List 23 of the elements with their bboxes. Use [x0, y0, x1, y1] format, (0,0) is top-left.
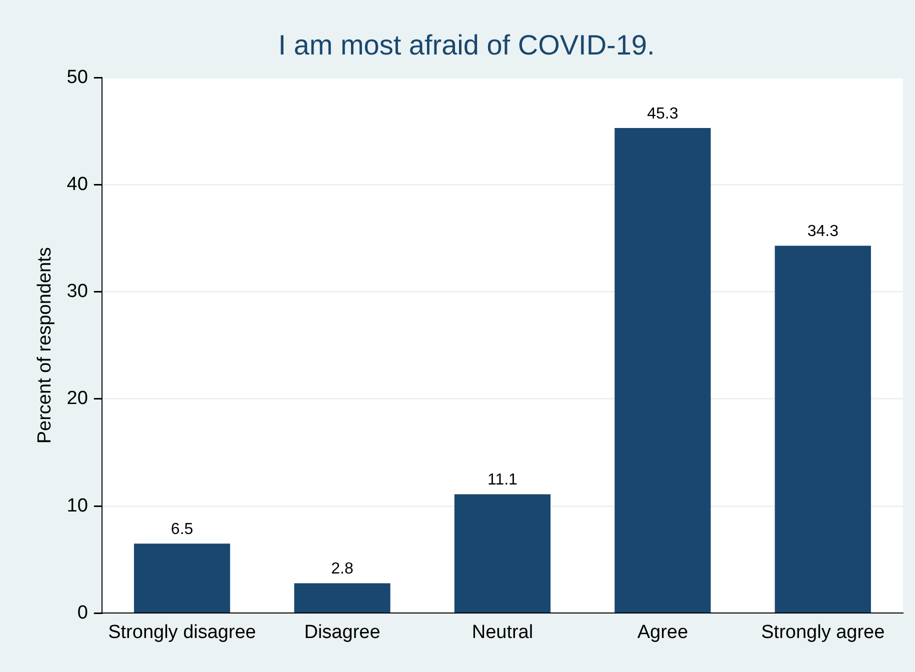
bar	[454, 494, 551, 612]
y-tick-label: 40	[66, 174, 88, 195]
bar	[294, 583, 390, 612]
chart-title: I am most afraid of COVID-19.	[278, 30, 655, 61]
y-tick-label: 50	[66, 66, 88, 88]
x-tick-label: Strongly disagree	[108, 622, 256, 643]
data-label: 34.3	[807, 223, 839, 240]
bar	[134, 544, 230, 612]
data-label: 45.3	[647, 105, 678, 122]
y-axis-title: Percent of respondents	[34, 247, 56, 444]
y-tick-label: 10	[66, 495, 88, 516]
bar	[614, 128, 711, 612]
x-tick-label: Strongly agree	[761, 622, 885, 643]
y-tick-label: 0	[77, 602, 88, 624]
x-tick-label: Disagree	[304, 622, 380, 643]
data-label: 6.5	[170, 520, 194, 538]
x-tick-label: Neutral	[472, 622, 534, 643]
x-tick-label: Agree	[637, 622, 688, 643]
y-tick-label: 20	[66, 388, 88, 410]
data-label: 11.1	[487, 472, 518, 489]
bar	[774, 246, 871, 612]
data-label: 2.8	[331, 560, 354, 578]
y-tick-label: 30	[66, 281, 88, 302]
